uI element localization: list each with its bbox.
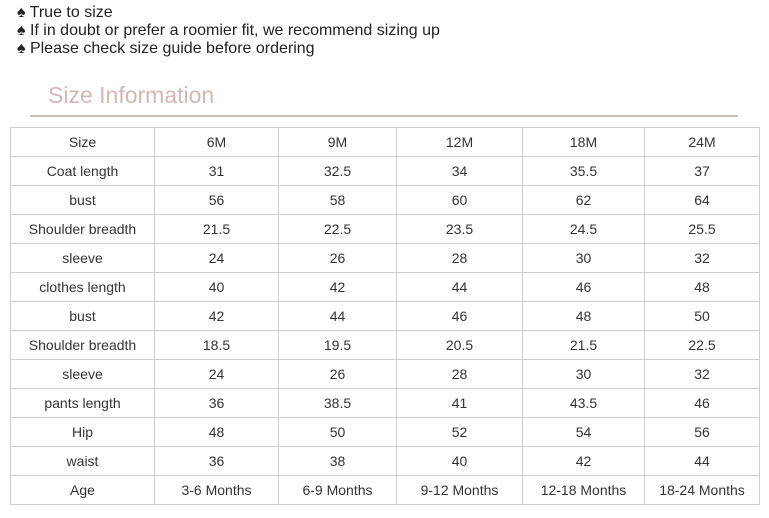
cell: 48 [522,301,645,331]
cell: 22.5 [644,330,760,360]
cell: clothes length [10,272,155,302]
cell: 38.5 [278,388,397,418]
cell: 50 [644,301,760,331]
cell: Shoulder breadth [10,330,155,360]
size-table: Size 6M 9M 12M 18M 24M Coat length 31 32.5 34 35.5… [10,127,760,505]
row: sleeve 24 26 28 30 32 [10,359,760,389]
cell: 3-6 Months [154,475,279,505]
cell: 20.5 [396,330,523,360]
cell: 40 [396,446,523,476]
cell: 30 [522,243,645,273]
row: Shoulder breadth 21.5 22.5 23.5 24.5 25.5 [10,214,760,244]
header-row: Size 6M 9M 12M 18M 24M [10,127,760,157]
row: Hip 48 50 52 54 56 [10,417,760,447]
cell: pants length [10,388,155,418]
note: ♠ If in doubt or prefer a roomier fit, w… [17,22,440,39]
cell: 60 [396,185,523,215]
cell: 24 [154,359,279,389]
cell: 54 [522,417,645,447]
cell: 50 [278,417,397,447]
cell: 52 [396,417,523,447]
row: clothes length 40 42 44 46 48 [10,272,760,302]
header-cell: 9M [278,127,397,157]
cell: 26 [278,243,397,273]
cell: 58 [278,185,397,215]
cell: 34 [396,156,523,186]
note: ♠ True to size [17,4,113,21]
cell: 64 [644,185,760,215]
row: Shoulder breadth 18.5 19.5 20.5 21.5 22.5 [10,330,760,360]
cell: 18.5 [154,330,279,360]
cell: 9-12 Months [396,475,523,505]
cell: 36 [154,446,279,476]
cell: 46 [396,301,523,331]
header-cell: Size [10,127,155,157]
cell: sleeve [10,359,155,389]
header-cell: 18M [522,127,645,157]
cell: 42 [522,446,645,476]
cell: 25.5 [644,214,760,244]
cell: 35.5 [522,156,645,186]
row: bust 42 44 46 48 50 [10,301,760,331]
row: sleeve 24 26 28 30 32 [10,243,760,273]
cell: bust [10,301,155,331]
cell: 6-9 Months [278,475,397,505]
header-cell: 6M [154,127,279,157]
row: Coat length 31 32.5 34 35.5 37 [10,156,760,186]
row: pants length 36 38.5 41 43.5 46 [10,388,760,418]
cell: Age [10,475,155,505]
cell: 48 [644,272,760,302]
cell: 36 [154,388,279,418]
cell: 32 [644,359,760,389]
cell: 32 [644,243,760,273]
cell: 22.5 [278,214,397,244]
notes: ♠ True to size ♠ If in doubt or prefer a … [17,4,440,58]
cell: 37 [644,156,760,186]
cell: 40 [154,272,279,302]
cell: 23.5 [396,214,523,244]
cell: 12-18 Months [522,475,645,505]
cell: 43.5 [522,388,645,418]
heading: Size Information [48,82,215,108]
row: waist 36 38 40 42 44 [10,446,760,476]
cell: 21.5 [522,330,645,360]
cell: 38 [278,446,397,476]
header-cell: 12M [396,127,523,157]
cell: 21.5 [154,214,279,244]
cell: 18-24 Months [644,475,760,505]
cell: 46 [522,272,645,302]
cell: 31 [154,156,279,186]
cell: 56 [154,185,279,215]
cell: 24 [154,243,279,273]
cell: 41 [396,388,523,418]
header-cell: 24M [644,127,760,157]
row: bust 56 58 60 62 64 [10,185,760,215]
cell: 56 [644,417,760,447]
cell: 28 [396,359,523,389]
cell: sleeve [10,243,155,273]
cell: 42 [278,272,397,302]
cell: 44 [396,272,523,302]
cell: 46 [644,388,760,418]
cell: 42 [154,301,279,331]
cell: 28 [396,243,523,273]
cell: Shoulder breadth [10,214,155,244]
cell: waist [10,446,155,476]
cell: 44 [644,446,760,476]
cell: 62 [522,185,645,215]
row: Age 3-6 Months 6-9 Months 9-12 Months 12-18 … [10,475,760,505]
cell: 19.5 [278,330,397,360]
note: ♠ Please check size guide before orderin… [17,40,315,57]
cell: 30 [522,359,645,389]
heading-rule [30,115,738,117]
cell: bust [10,185,155,215]
cell: 32.5 [278,156,397,186]
cell: 26 [278,359,397,389]
cell: 44 [278,301,397,331]
cell: Coat length [10,156,155,186]
cell: 48 [154,417,279,447]
cell: 24.5 [522,214,645,244]
cell: Hip [10,417,155,447]
